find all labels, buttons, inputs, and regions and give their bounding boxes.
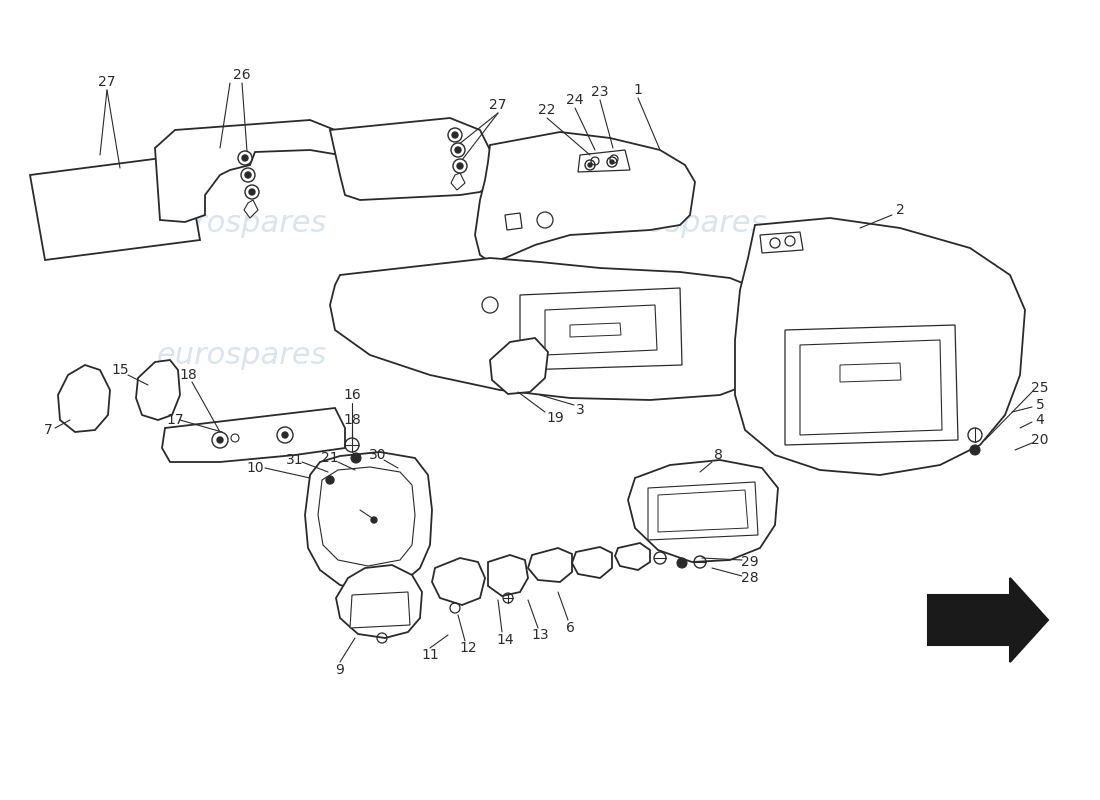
Polygon shape xyxy=(162,408,345,462)
Polygon shape xyxy=(505,213,522,230)
Circle shape xyxy=(453,159,468,173)
Polygon shape xyxy=(785,325,958,445)
Polygon shape xyxy=(572,547,612,578)
Text: 22: 22 xyxy=(538,103,556,117)
Text: 9: 9 xyxy=(336,663,344,677)
Text: 11: 11 xyxy=(421,648,439,662)
Text: 18: 18 xyxy=(343,413,361,427)
Text: 1: 1 xyxy=(634,83,642,97)
Text: 23: 23 xyxy=(592,85,608,99)
Polygon shape xyxy=(490,338,548,394)
Polygon shape xyxy=(800,340,942,435)
Polygon shape xyxy=(305,452,432,592)
Circle shape xyxy=(245,185,258,199)
Text: 28: 28 xyxy=(741,571,759,585)
Text: 16: 16 xyxy=(343,388,361,402)
Text: 4: 4 xyxy=(1035,413,1044,427)
Circle shape xyxy=(242,155,248,161)
Text: 7: 7 xyxy=(44,423,53,437)
Circle shape xyxy=(351,453,361,463)
Circle shape xyxy=(371,517,377,523)
Text: 10: 10 xyxy=(246,461,264,475)
Circle shape xyxy=(448,128,462,142)
Polygon shape xyxy=(432,558,485,605)
Text: 6: 6 xyxy=(565,621,574,635)
Circle shape xyxy=(241,168,255,182)
Text: 20: 20 xyxy=(1032,433,1048,447)
Polygon shape xyxy=(58,365,110,432)
Circle shape xyxy=(588,163,592,167)
Polygon shape xyxy=(628,460,778,562)
Circle shape xyxy=(245,172,251,178)
Text: 13: 13 xyxy=(531,628,549,642)
Polygon shape xyxy=(330,258,776,400)
Circle shape xyxy=(455,147,461,153)
Polygon shape xyxy=(570,323,622,337)
Polygon shape xyxy=(30,155,200,260)
Polygon shape xyxy=(735,218,1025,475)
Polygon shape xyxy=(928,578,1048,662)
Polygon shape xyxy=(244,200,258,218)
Polygon shape xyxy=(451,173,465,190)
Text: 24: 24 xyxy=(566,93,584,107)
Text: 29: 29 xyxy=(741,555,759,569)
Text: 27: 27 xyxy=(98,75,116,89)
Polygon shape xyxy=(475,132,695,262)
Circle shape xyxy=(610,160,614,164)
Polygon shape xyxy=(155,120,360,222)
Polygon shape xyxy=(318,467,415,566)
Text: eurospares: eurospares xyxy=(597,210,767,238)
Polygon shape xyxy=(136,360,180,420)
Circle shape xyxy=(456,163,463,169)
Circle shape xyxy=(452,132,458,138)
Polygon shape xyxy=(760,232,803,253)
Polygon shape xyxy=(648,482,758,540)
Polygon shape xyxy=(544,305,657,355)
Polygon shape xyxy=(658,490,748,532)
Text: eurospares: eurospares xyxy=(597,342,767,370)
Text: 18: 18 xyxy=(179,368,197,382)
Circle shape xyxy=(249,189,255,195)
Text: 8: 8 xyxy=(714,448,723,462)
Circle shape xyxy=(238,151,252,165)
Text: 3: 3 xyxy=(575,403,584,417)
Text: 25: 25 xyxy=(1032,381,1048,395)
Polygon shape xyxy=(330,118,490,200)
Circle shape xyxy=(676,558,688,568)
Text: 26: 26 xyxy=(233,68,251,82)
Circle shape xyxy=(217,437,223,443)
Text: 31: 31 xyxy=(286,453,304,467)
Circle shape xyxy=(451,143,465,157)
Text: 27: 27 xyxy=(490,98,507,112)
Circle shape xyxy=(326,476,334,484)
Polygon shape xyxy=(336,565,422,638)
Text: 2: 2 xyxy=(895,203,904,217)
Polygon shape xyxy=(840,363,901,382)
Polygon shape xyxy=(615,543,650,570)
Text: 19: 19 xyxy=(546,411,564,425)
Text: eurospares: eurospares xyxy=(157,210,327,238)
Text: 15: 15 xyxy=(111,363,129,377)
Text: 17: 17 xyxy=(166,413,184,427)
Text: 5: 5 xyxy=(1035,398,1044,412)
Polygon shape xyxy=(488,555,528,596)
Polygon shape xyxy=(350,592,410,628)
Circle shape xyxy=(970,445,980,455)
Text: 14: 14 xyxy=(496,633,514,647)
Circle shape xyxy=(282,432,288,438)
Text: eurospares: eurospares xyxy=(157,342,327,370)
Polygon shape xyxy=(578,150,630,172)
Polygon shape xyxy=(520,288,682,370)
Polygon shape xyxy=(528,548,572,582)
Text: 21: 21 xyxy=(321,451,339,465)
Text: 12: 12 xyxy=(459,641,476,655)
Text: 30: 30 xyxy=(370,448,387,462)
